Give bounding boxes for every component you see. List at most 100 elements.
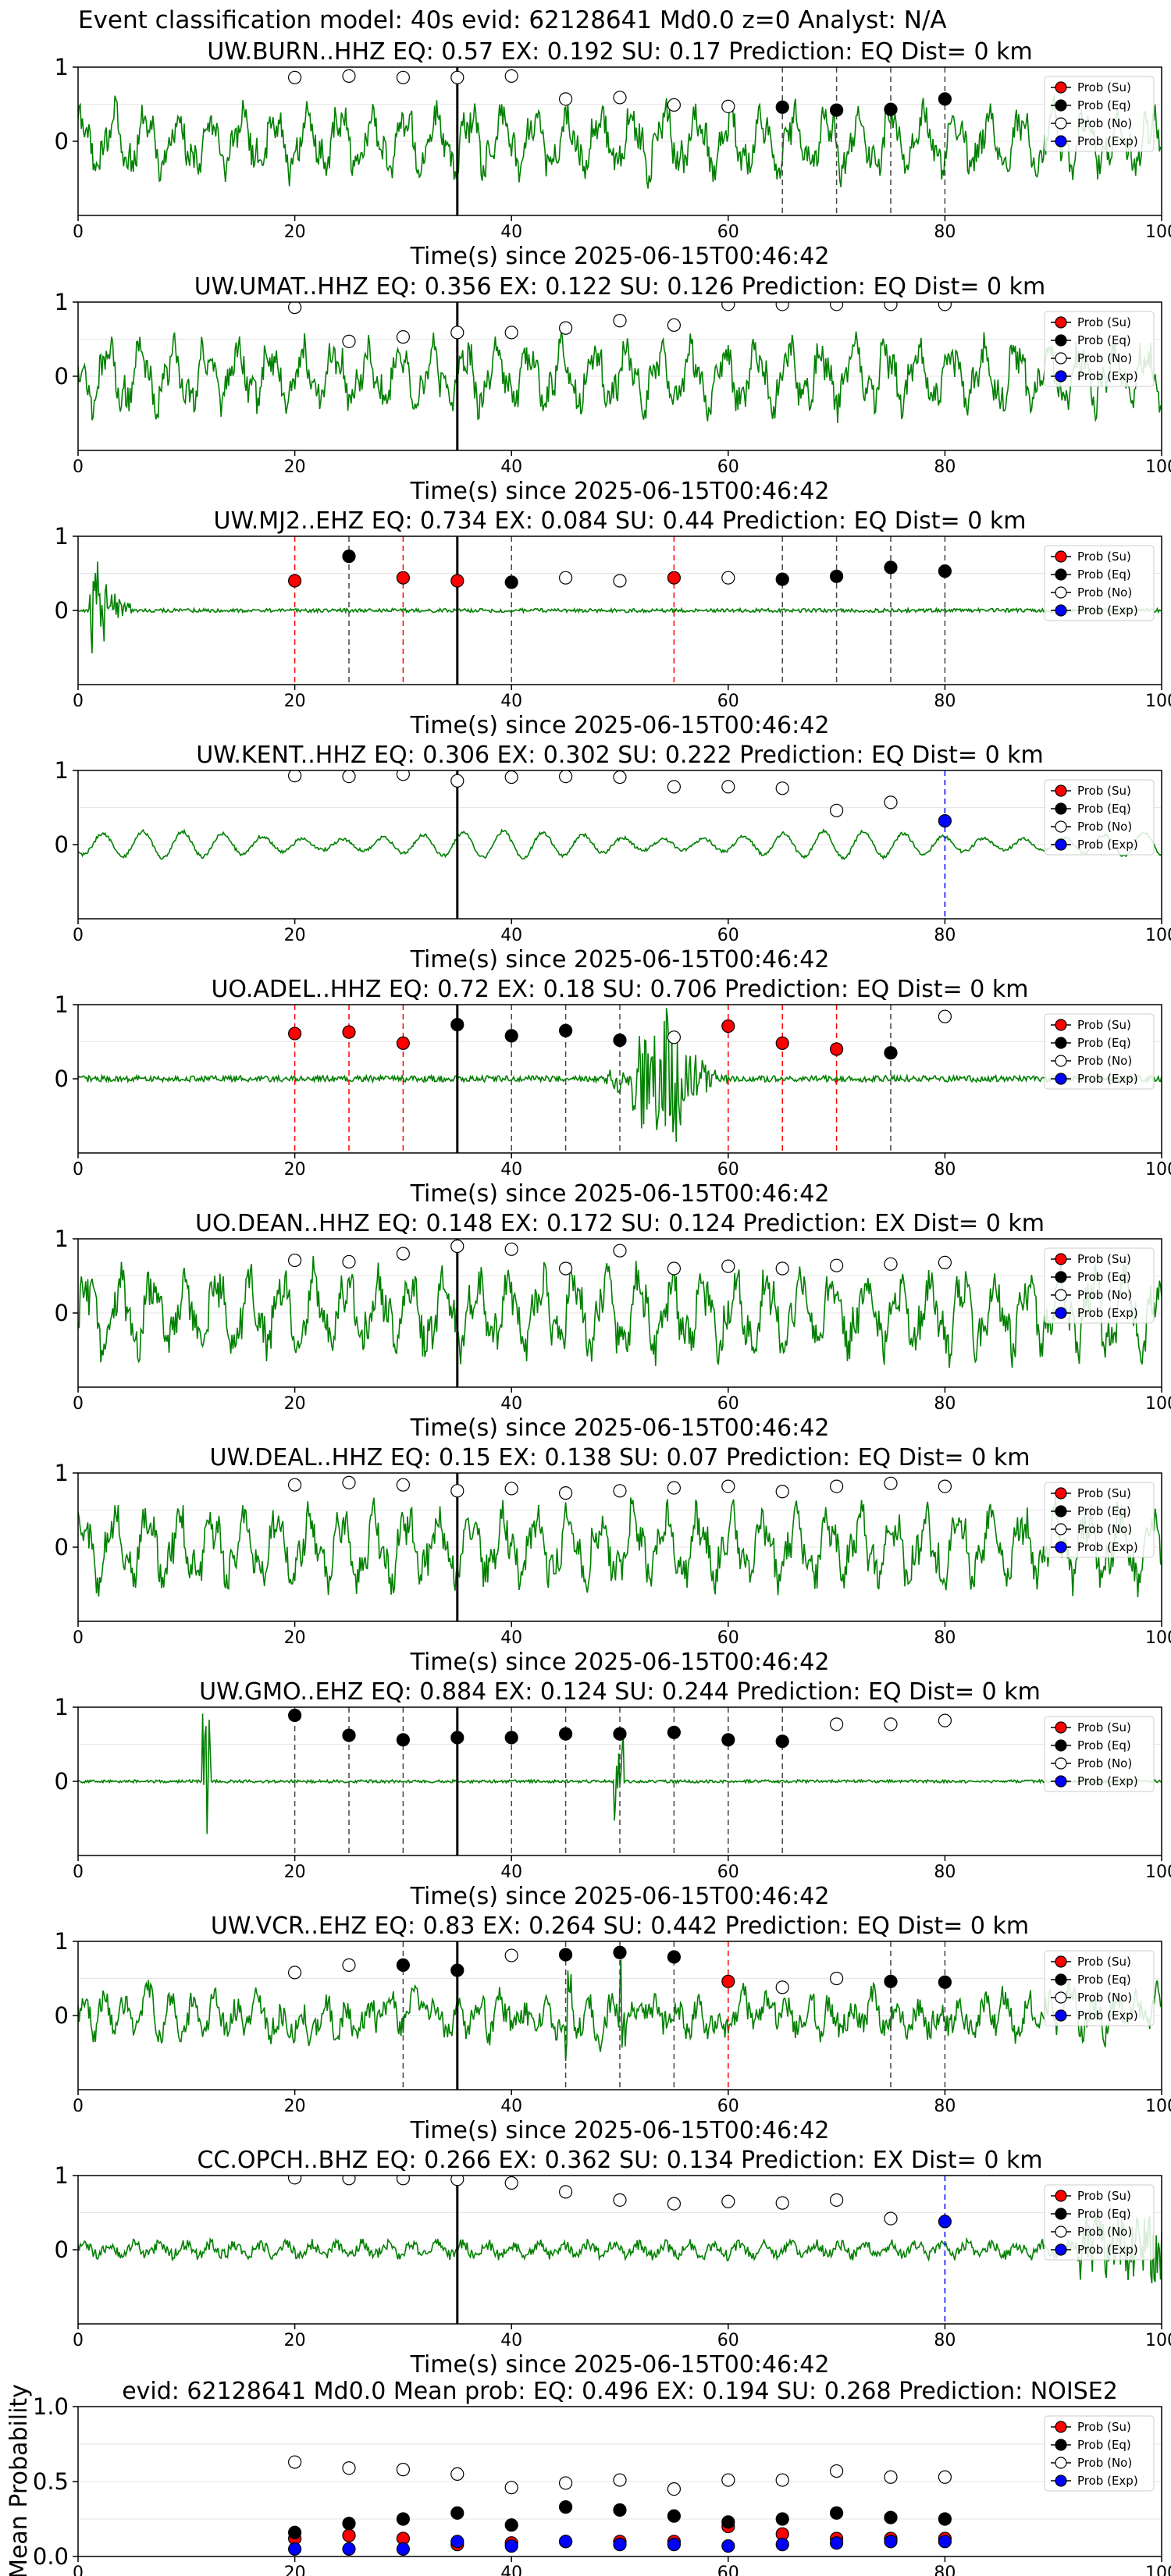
x-tick-label: 0: [73, 222, 84, 242]
mean-point-exp: [558, 2535, 573, 2549]
x-tick-label: 100: [1145, 2097, 1171, 2116]
chart-panel-5: UO.DEAN..HHZ EQ: 0.148 EX: 0.172 SU: 0.1…: [55, 1210, 1171, 1442]
plot-area: [78, 770, 1162, 919]
x-tick-label: 40: [500, 2097, 522, 2116]
prob-point-eq: [884, 1974, 898, 1988]
legend-label-eq: Prob (Eq): [1077, 1738, 1131, 1752]
panel-title: UW.KENT..HHZ EQ: 0.306 EX: 0.302 SU: 0.2…: [196, 742, 1044, 769]
prob-point-no: [288, 1478, 302, 1492]
legend-frame: [1044, 2184, 1155, 2261]
prob-point-no: [504, 2176, 518, 2190]
legend-label-su: Prob (Su): [1077, 1252, 1131, 1266]
legend-label-su: Prob (Su): [1077, 1018, 1131, 1032]
legend-marker-eq: [1055, 334, 1067, 347]
x-tick-label: 0: [73, 1863, 84, 1882]
prob-point-no: [558, 1486, 573, 1500]
prob-point-eq: [558, 1727, 573, 1741]
legend-marker-su: [1055, 785, 1067, 797]
prob-point-exp: [938, 2215, 952, 2229]
x-tick-label: 0: [73, 926, 84, 945]
mean-point-no: [342, 2461, 356, 2475]
x-tick-label: 100: [1145, 222, 1171, 242]
prob-point-eq: [775, 572, 789, 586]
prob-point-eq: [667, 1725, 682, 1739]
prob-point-no: [721, 571, 735, 585]
y-tick-label: 1: [55, 1928, 69, 1955]
prob-point-no: [613, 770, 627, 785]
prob-point-eq: [613, 1945, 627, 1959]
x-tick-label: 100: [1145, 926, 1171, 945]
legend-8: Prob (Su) Prob (Eq) Prob (No) Prob (Exp): [1044, 1950, 1155, 2026]
mean-point-exp: [504, 2539, 518, 2553]
x-tick-label: 20: [284, 1628, 306, 1648]
prob-point-no: [721, 2194, 735, 2208]
y-tick-label: 0: [55, 2236, 69, 2263]
prob-point-no: [558, 2185, 573, 2199]
prob-point-eq: [504, 1029, 518, 1043]
x-tick-label: 80: [934, 1160, 956, 1179]
chart-panel-2: UW.MJ2..EHZ EQ: 0.734 EX: 0.084 SU: 0.44…: [55, 507, 1171, 739]
prob-point-su: [721, 1974, 735, 1988]
plot-area: [78, 67, 1162, 215]
legend-marker-no: [1055, 1523, 1067, 1535]
plot-area: [78, 2176, 1162, 2324]
x-tick-label: 20: [284, 1863, 306, 1882]
legend-label-su: Prob (Su): [1077, 80, 1131, 94]
legend-marker-exp: [1055, 135, 1067, 148]
x-tick-label: 100: [1145, 692, 1171, 711]
mean-point-exp: [829, 2536, 844, 2550]
mean-point-eq: [829, 2506, 844, 2520]
prob-point-no: [342, 770, 356, 784]
x-tick-label: 80: [934, 1394, 956, 1414]
prob-point-su: [829, 1042, 844, 1056]
legend-marker-su: [1055, 550, 1067, 563]
mean-point-eq: [775, 2512, 789, 2526]
prob-point-no: [884, 302, 898, 311]
prob-point-no: [829, 1971, 844, 1986]
legend-marker-eq: [1055, 1973, 1067, 1986]
panel-title: UW.BURN..HHZ EQ: 0.57 EX: 0.192 SU: 0.17…: [207, 38, 1032, 66]
x-tick-label: 100: [1145, 1394, 1171, 1414]
legend-marker-eq: [1055, 1739, 1067, 1752]
x-axis-label: Time(s) since 2025-06-15T00:46:42: [410, 1649, 830, 1676]
mean-point-no: [396, 2463, 411, 2477]
prob-point-no: [884, 795, 898, 809]
x-tick-label: 60: [717, 692, 739, 711]
x-tick-label: 40: [500, 1394, 522, 1414]
prob-point-eq: [667, 1950, 682, 1964]
figure-suptitle: Event classification model: 40s evid: 62…: [78, 6, 947, 34]
prob-point-no: [829, 1717, 844, 1731]
prob-point-su: [288, 574, 302, 588]
y-tick-label: 1: [55, 1226, 69, 1252]
x-tick-label: 40: [500, 692, 522, 711]
prob-point-eq: [504, 575, 518, 589]
legend-marker-su: [1055, 2190, 1067, 2202]
chart-panel-4: UO.ADEL..HHZ EQ: 0.72 EX: 0.18 SU: 0.706…: [55, 976, 1171, 1208]
x-tick-label: 0: [73, 457, 84, 477]
y-tick-label: 0: [55, 1300, 69, 1326]
legend-4: Prob (Su) Prob (Eq) Prob (No) Prob (Exp): [1044, 1013, 1155, 1090]
legend-frame: [1044, 1950, 1155, 2026]
prob-point-no: [450, 326, 464, 340]
prob-point-no: [721, 99, 735, 113]
legend-marker-exp: [1055, 1073, 1067, 1085]
prob-point-no: [613, 314, 627, 328]
prob-point-eq: [288, 1708, 302, 1723]
legend-marker-no: [1055, 1289, 1067, 1301]
mean-point-no: [884, 2470, 898, 2484]
legend-label-exp: Prob (Exp): [1077, 1306, 1138, 1320]
legend-7: Prob (Su) Prob (Eq) Prob (No) Prob (Exp): [1044, 1716, 1155, 1792]
x-tick-label: 60: [717, 1863, 739, 1882]
prob-point-no: [829, 1479, 844, 1493]
prob-point-no: [558, 321, 573, 335]
waveform-line: [78, 561, 1162, 653]
legend-marker-su: [1055, 1955, 1067, 1968]
prob-point-no: [396, 2176, 410, 2186]
prob-point-no: [884, 1476, 898, 1490]
prob-point-no: [667, 2197, 682, 2211]
prob-point-su: [721, 1019, 735, 1034]
legend-label-su: Prob (Su): [1077, 1720, 1131, 1735]
prob-point-eq: [558, 1948, 573, 1962]
legend-label-exp: Prob (Exp): [1077, 1774, 1138, 1788]
